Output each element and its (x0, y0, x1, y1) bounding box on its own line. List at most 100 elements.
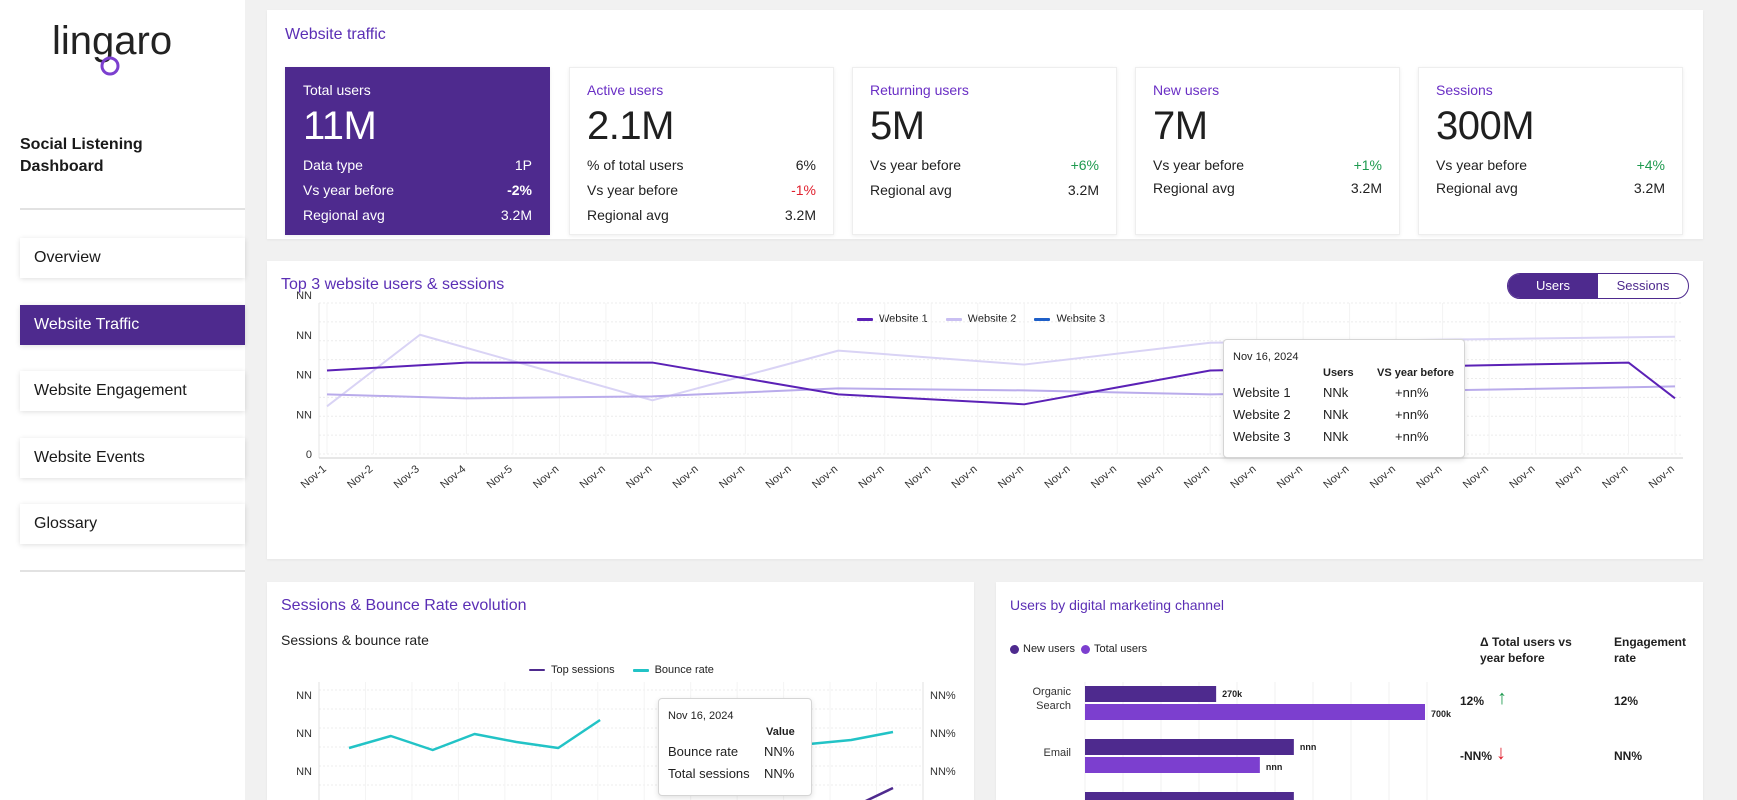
tooltip-row-name: Total sessions (668, 766, 750, 781)
users-sessions-toggle[interactable]: Users Sessions (1507, 273, 1689, 299)
kpi-value: 5M (870, 104, 925, 148)
bar-label: nnn (1266, 762, 1283, 772)
tooltip-row-name: Website 3 (1233, 429, 1291, 444)
chart-tooltip: Nov 16, 2024 Value Bounce rate NN% Total… (658, 698, 812, 796)
kpi-row: Regional avg 3.2M (1153, 180, 1382, 196)
x-tick-label: Nov-4 (438, 463, 468, 491)
kpi-card-sessions[interactable]: Sessions 300M Vs year before +4% Regional… (1418, 67, 1683, 235)
delta-value: 12% (1460, 694, 1485, 708)
kpi-row: Vs year before +4% (1436, 157, 1665, 173)
x-tick-label: Nov-n (949, 463, 979, 491)
arrow-down-icon: ↓ (1496, 742, 1506, 764)
kpi-value: 2.1M (587, 104, 674, 148)
tooltip-row-users: NNk (1323, 385, 1349, 400)
x-tick-label: Nov-5 (485, 463, 515, 491)
column-header-delta: Δ Total users vs year before (1480, 635, 1572, 665)
x-tick-label: Nov-n (1368, 463, 1398, 491)
tooltip-row-vs: +nn% (1395, 385, 1429, 400)
y-tick-label: NN (296, 409, 312, 421)
x-tick-label: Nov-n (1554, 463, 1584, 491)
y-tick-label: 0 (306, 449, 312, 461)
kpi-title: Sessions (1436, 82, 1493, 98)
legend-item[interactable]: Top sessions (529, 664, 615, 676)
sessions-bounce-chart[interactable]: NN NN NN NN% NN% NN% (267, 582, 974, 800)
top3-websites-panel: Top 3 website users & sessions Users Ses… (267, 261, 1703, 559)
top3-line-chart[interactable]: 0 NN NN NN NN Nov-1 Nov-2 Nov-3 Nov-4 Nov-5 Nov-n N… (267, 261, 1703, 559)
chart-legend: New users Total users (1010, 643, 1165, 655)
y-tick-label: NN (296, 690, 312, 702)
tooltip-col-value: Value (766, 726, 795, 738)
x-tick-label: Nov-n (1600, 463, 1630, 491)
kpi-value: 11M (303, 104, 377, 148)
chart-legend: Top sessions Bounce rate (529, 664, 732, 676)
x-tick-label: Nov-n (1228, 463, 1258, 491)
kpi-card-returning-users[interactable]: Returning users 5M Vs year before +6% Reg… (852, 67, 1117, 235)
legend-item[interactable]: New users (1010, 643, 1075, 655)
kpi-card-active-users[interactable]: Active users 2.1M % of total users 6% Vs … (569, 67, 834, 235)
toggle-sessions[interactable]: Sessions (1616, 278, 1670, 293)
kpi-card-total-users[interactable]: Total users 11M Data type 1P Vs year befo… (285, 67, 550, 235)
sessions-bounce-panel: Sessions & Bounce Rate evolution Session… (267, 582, 974, 800)
nav-website-engagement[interactable]: Website Engagement (20, 371, 245, 411)
nav-overview[interactable]: Overview (20, 238, 245, 278)
legend-item[interactable]: Bounce rate (632, 664, 714, 676)
x-tick-label: Nov-n (1089, 463, 1119, 491)
channels-panel: Users by digital marketing channel New u… (996, 582, 1703, 800)
sidebar-divider (20, 208, 245, 210)
panel-title: Users by digital marketing channel (1010, 597, 1224, 613)
delta-value: -NN% (1460, 749, 1492, 763)
kpi-row: Vs year before +6% (870, 157, 1099, 173)
sidebar: lingaro Social Listening Dashboard Overv… (0, 0, 245, 800)
logo-text: lingaro (52, 20, 172, 63)
kpi-row: Regional avg 3.2M (587, 207, 816, 223)
x-tick-label: Nov-n (1647, 463, 1677, 491)
tooltip-row-vs: +nn% (1395, 429, 1429, 444)
kpi-value: 7M (1153, 104, 1208, 148)
chart-tooltip: Nov 16, 2024 Users VS year before Websit… (1223, 339, 1465, 458)
category-label: Organic (1032, 686, 1071, 698)
tooltip-date: Nov 16, 2024 (1233, 351, 1299, 363)
x-tick-label: Nov-n (1135, 463, 1165, 491)
kpi-title: Returning users (870, 82, 969, 98)
bar-label: 270k (1222, 689, 1243, 699)
tooltip-row-vs: +nn% (1395, 407, 1429, 422)
nav-website-traffic[interactable]: Website Traffic (20, 305, 245, 345)
series-line-bounce-rate (348, 718, 601, 752)
bar-label: 700k (1431, 709, 1452, 719)
x-tick-label: Nov-n (671, 463, 701, 491)
y-tick-label: NN% (930, 728, 956, 740)
tooltip-row-value: NN% (764, 744, 795, 759)
category-label: Search (1036, 700, 1071, 712)
lingaro-logo[interactable]: lingaro (52, 19, 192, 80)
x-tick-label: Nov-n (1182, 463, 1212, 491)
panel-title: Sessions & Bounce Rate evolution (281, 597, 527, 614)
y-tick-label: NN (296, 370, 312, 382)
tooltip-row-value: NN% (764, 766, 795, 781)
tooltip-col-vs: VS year before (1377, 367, 1455, 379)
x-tick-label: Nov-n (857, 463, 887, 491)
toggle-users[interactable]: Users (1508, 274, 1598, 298)
engagement-value: NN% (1614, 749, 1643, 763)
x-tick-label: Nov-n (764, 463, 794, 491)
x-tick-label: Nov-n (1414, 463, 1444, 491)
kpi-row: Vs year before +1% (1153, 157, 1382, 173)
kpi-row: Regional avg 3.2M (870, 182, 1099, 198)
bar-total-users (1085, 704, 1425, 720)
tooltip-row-name: Website 1 (1233, 385, 1291, 400)
bar-new-users (1085, 792, 1294, 800)
series-line-website-1 (326, 361, 1676, 406)
nav-glossary[interactable]: Glossary (20, 504, 245, 544)
x-tick-label: Nov-n (996, 463, 1026, 491)
legend-item[interactable]: Total users (1080, 643, 1147, 655)
tooltip-date: Nov 16, 2024 (668, 710, 734, 722)
channels-bar-chart[interactable]: Organic Search 270k 700k Email nnn nnn (996, 582, 1703, 800)
arrow-up-icon: ↑ (1497, 687, 1507, 709)
nav-website-events[interactable]: Website Events (20, 438, 245, 478)
tooltip-row-users: NNk (1323, 429, 1349, 444)
kpi-card-new-users[interactable]: New users 7M Vs year before +1% Regional … (1135, 67, 1400, 235)
sidebar-divider (20, 570, 245, 572)
x-tick-label: Nov-n (1461, 463, 1491, 491)
series-line-top-sessions (864, 786, 894, 800)
panel-title: Website traffic (285, 26, 386, 43)
panel-title: Top 3 website users & sessions (281, 276, 505, 293)
